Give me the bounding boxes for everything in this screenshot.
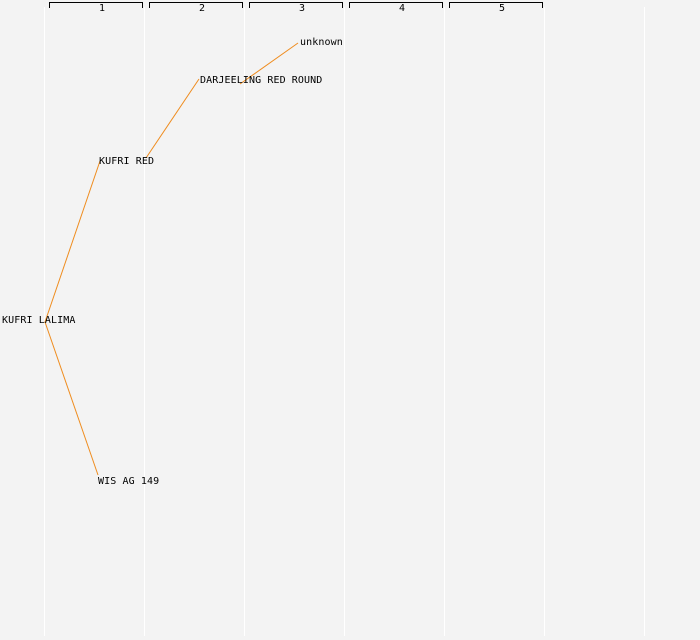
ruler-bracket-4: 4 [349,2,443,14]
node-unknown: unknown [300,37,343,48]
edge-kufri-lalima--kufri-red [44,160,101,323]
gridline-4 [344,7,345,636]
node-kufri-red: KUFRI RED [99,156,155,167]
node-darjeeling-red-round: DARJEELING RED ROUND [200,75,323,86]
gridline-1 [44,7,45,636]
gridline-6 [544,7,545,636]
ruler-label-4: 4 [398,3,406,14]
node-kufri-lalima: KUFRI LALIMA [2,315,76,326]
edge-darjeeling-red-round--unknown [239,42,299,85]
gridline-2 [144,7,145,636]
edge-kufri-lalima--wis-ag-149 [44,321,99,476]
gridline-3 [244,7,245,636]
node-wis-ag-149: WIS AG 149 [98,476,160,487]
ruler-bracket-1: 1 [49,2,143,14]
gridline-7 [644,7,645,636]
ruler-bracket-2: 2 [149,2,243,14]
ruler-label-1: 1 [98,3,106,14]
ruler-bracket-5: 5 [449,2,543,14]
gridline-5 [444,7,445,636]
ruler-label-3: 3 [298,3,306,14]
edge-kufri-red--darjeeling-red-round [145,78,200,159]
ruler-label-2: 2 [198,3,206,14]
ruler-bracket-3: 3 [249,2,343,14]
ruler-label-5: 5 [498,3,506,14]
